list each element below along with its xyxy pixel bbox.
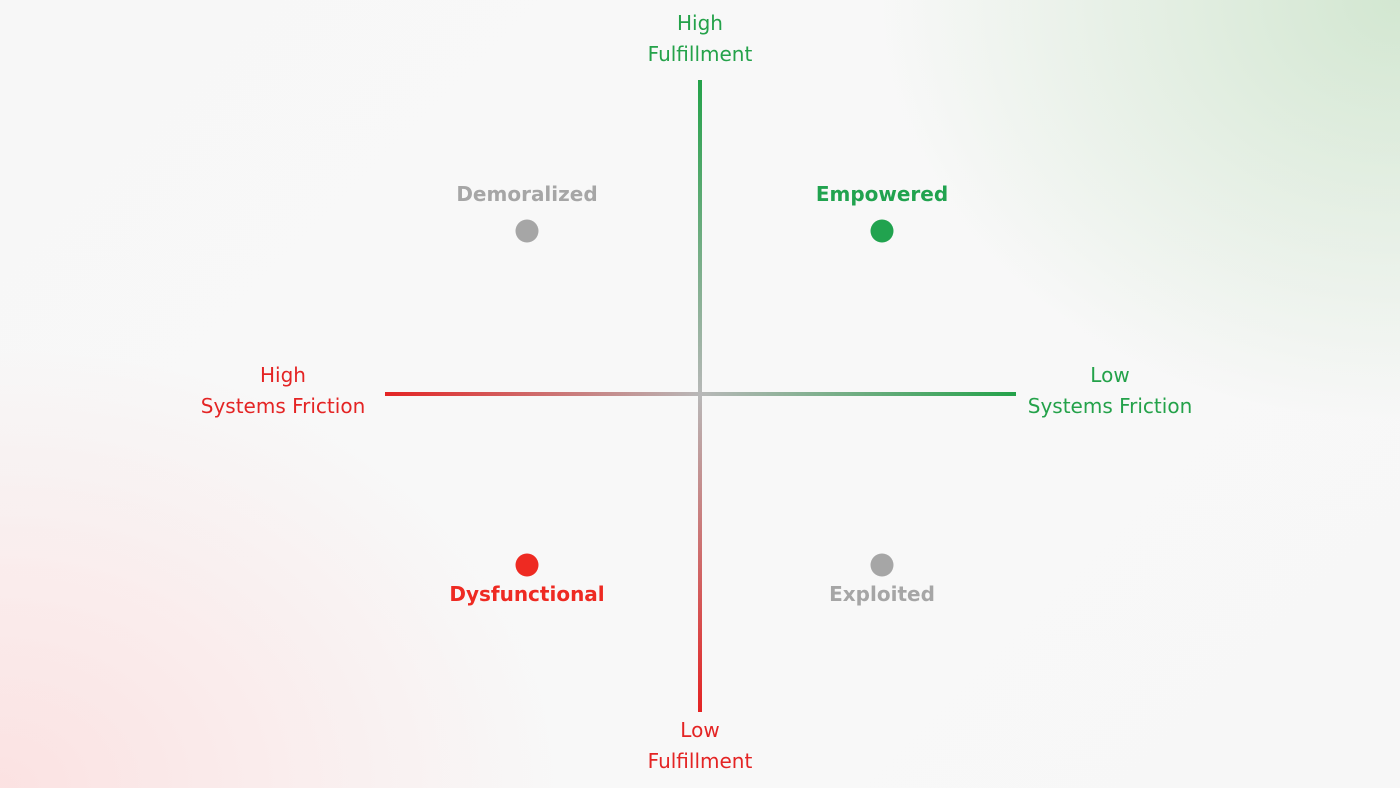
axis-label-top-line1: High (677, 11, 723, 35)
quadrant-label-empowered: Empowered (815, 182, 949, 206)
axis-label-bottom-line1: Low (680, 718, 720, 742)
axis-label-bottom: Low Fulfillment (600, 715, 800, 777)
quadrant-label-demoralized: Demoralized (456, 182, 598, 206)
axis-label-top: High Fulfillment (600, 8, 800, 70)
axis-label-top-line2: Fulfillment (647, 42, 753, 66)
quadrant-dot-empowered (870, 219, 894, 243)
axis-label-left: High Systems Friction (173, 360, 393, 422)
axis-label-bottom-line2: Fulfillment (647, 749, 753, 773)
axis-label-right-line2: Systems Friction (1027, 394, 1193, 418)
axis-label-right-line1: Low (1090, 363, 1130, 387)
quadrant-dot-demoralized (515, 219, 539, 243)
quadrant-label-dysfunctional: Dysfunctional (449, 582, 605, 606)
axis-label-left-line2: Systems Friction (200, 394, 366, 418)
quadrant-dot-exploited (870, 553, 894, 577)
quadrant-dot-dysfunctional (515, 553, 539, 577)
axis-label-right: Low Systems Friction (1000, 360, 1220, 422)
horizontal-axis (385, 392, 1016, 396)
quadrant-label-exploited: Exploited (829, 582, 935, 606)
axis-label-left-line1: High (260, 363, 306, 387)
